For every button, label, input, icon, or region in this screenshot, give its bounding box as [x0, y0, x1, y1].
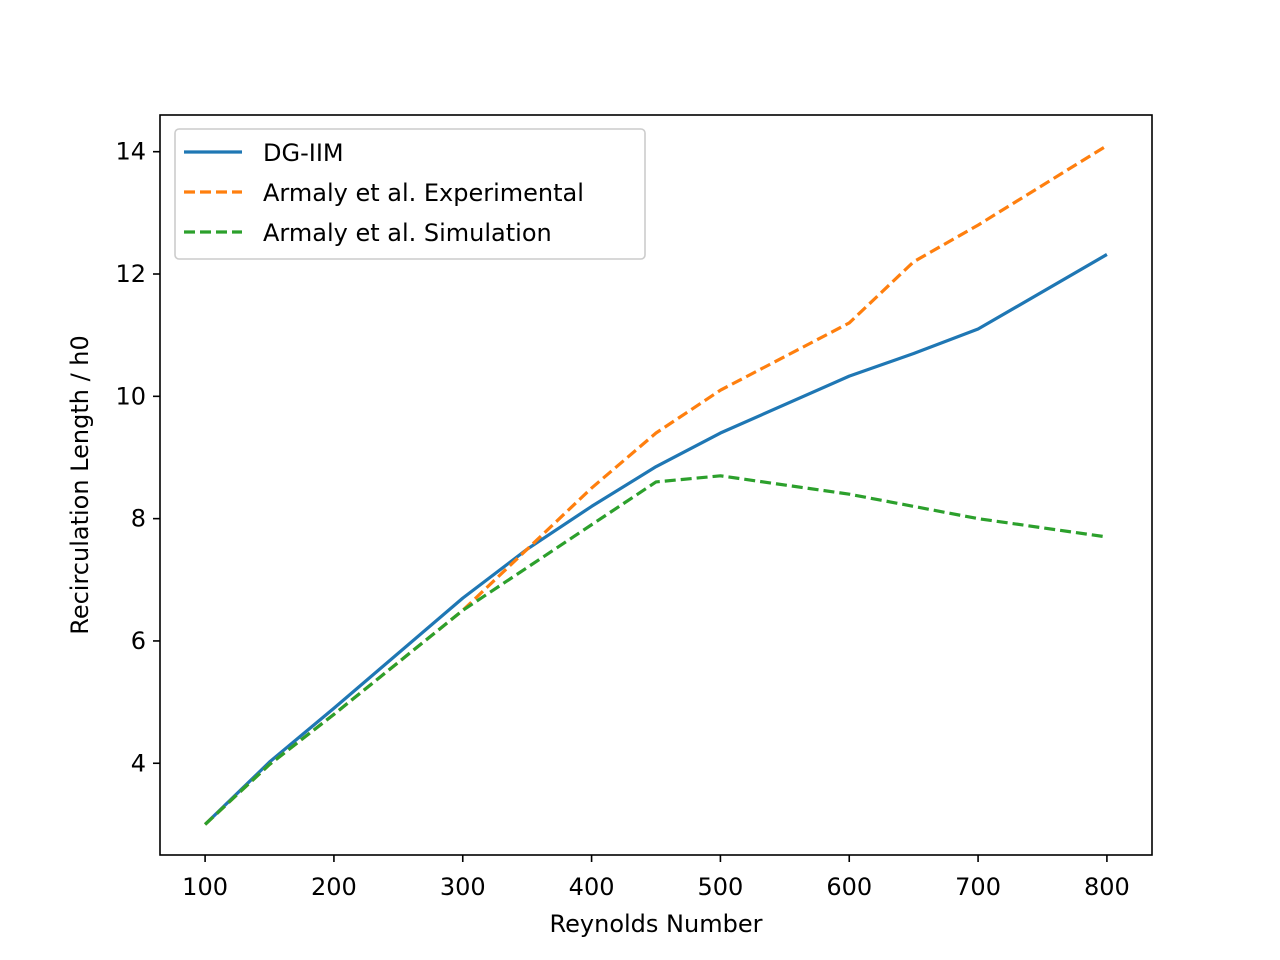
- series-line-3: [204, 474, 1108, 826]
- x-tick-label: 700: [955, 873, 1001, 901]
- x-axis: 100 200 300 400 500 600 700 800: [182, 855, 1130, 901]
- y-tick-label: 14: [115, 138, 146, 166]
- x-tick-label: 100: [182, 873, 228, 901]
- x-tick-label: 400: [569, 873, 615, 901]
- x-tick-label: 800: [1084, 873, 1130, 901]
- y-tick-label: 10: [115, 382, 146, 410]
- y-axis: 4 6 8 10 12 14: [115, 138, 160, 777]
- y-axis-label: Recirculation Length / h0: [66, 335, 94, 635]
- series-layer: [203, 144, 1108, 826]
- series-line-1: [203, 253, 1108, 826]
- y-tick-label: 4: [131, 749, 146, 777]
- y-tick-label: 12: [115, 260, 146, 288]
- x-axis-label: Reynolds Number: [550, 910, 763, 938]
- legend-entry-2: Armaly et al. Experimental: [263, 179, 584, 207]
- x-tick-label: 500: [698, 873, 744, 901]
- plot-area-frame: [159, 114, 1153, 856]
- legend-entry-3: Armaly et al. Simulation: [263, 219, 552, 247]
- legend: DG-IIM Armaly et al. Experimental Armaly e…: [174, 128, 646, 260]
- x-tick-label: 200: [311, 873, 357, 901]
- y-tick-label: 8: [131, 505, 146, 533]
- legend-entry-1: DG-IIM: [263, 139, 344, 167]
- y-tick-label: 6: [131, 627, 146, 655]
- x-tick-label: 300: [440, 873, 486, 901]
- x-tick-label: 600: [826, 873, 872, 901]
- legend-box: [174, 128, 646, 260]
- series-line-2: [204, 144, 1108, 826]
